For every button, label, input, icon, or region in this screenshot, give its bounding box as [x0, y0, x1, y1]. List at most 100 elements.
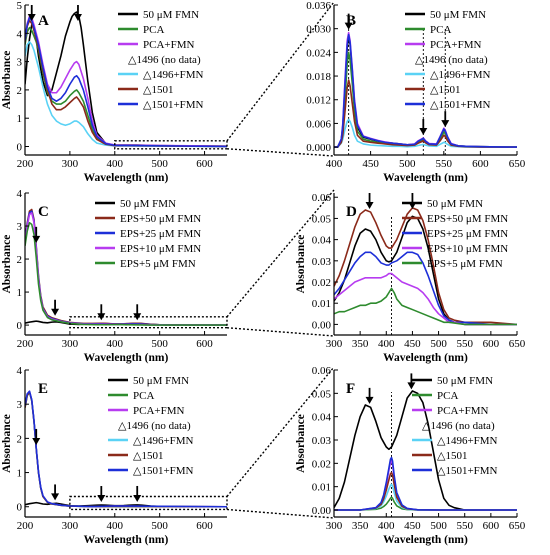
- legend: 50 μM FMN EPS+50 μM FMN EPS+25 μM FMN EPS+1…: [95, 198, 201, 270]
- legend: 50 μM FMN PCA PCA+FMN △1496 (no data) △1496+…: [405, 9, 491, 111]
- legend-label-5: △1496+FMN: [143, 69, 204, 81]
- y-tick-label-6: 5: [17, 0, 23, 12]
- x-tick-label-5: 500: [430, 520, 447, 532]
- y-tick-label-4: 0.03: [312, 435, 332, 447]
- x-tick-label-1: 300: [326, 520, 343, 532]
- arrow-1-head: [365, 396, 374, 404]
- y-tick-label-6: 0.05: [312, 213, 332, 225]
- arrow-2-head: [73, 14, 82, 21]
- x-axis-label: Wavelength (nm): [383, 172, 468, 184]
- zoom-box: [69, 316, 228, 329]
- series-line-2: [25, 26, 227, 148]
- y-tick-label-1: 0.00: [312, 505, 332, 517]
- legend-label-4: △1496 (no data): [415, 54, 488, 66]
- y-axis-label: Absorbance: [1, 51, 13, 110]
- legend-label-3: PCA+FMN: [133, 405, 185, 417]
- arrow-3-head: [441, 120, 450, 128]
- y-tick-label-5: 0.024: [306, 47, 331, 59]
- y-tick-label-2: 0.006: [306, 118, 331, 130]
- x-axis-label: Wavelength (nm): [84, 172, 169, 184]
- y-tick-label-7: 0.06: [312, 365, 332, 377]
- y-tick-label-7: 0.036: [306, 0, 331, 12]
- panel-letter: A: [38, 13, 49, 29]
- legend-label-5: △1496+FMN: [437, 435, 498, 447]
- legend: 50 μM FMN PCA PCA+FMN △1496 (no data) △1496+…: [108, 375, 194, 477]
- x-tick-label-4: 500: [151, 338, 168, 350]
- legend-label-3: EPS+25 μM FMN: [427, 228, 508, 240]
- arrow-1-head: [365, 202, 374, 209]
- x-tick-label-5: 600: [196, 158, 213, 170]
- panel-letter: C: [38, 204, 49, 220]
- legend-label-3: PCA+FMN: [437, 405, 489, 417]
- legend-label-7: △1501+FMN: [133, 465, 194, 477]
- panel-letter: E: [38, 381, 48, 397]
- zoom-box: [69, 495, 228, 511]
- legend-label-1: 50 μM FMN: [430, 9, 486, 21]
- legend-label-2: PCA: [430, 24, 451, 36]
- legend-label-5: EPS+5 μM FMN: [427, 258, 503, 270]
- x-tick-label-5: 600: [196, 338, 213, 350]
- x-tick-label-2: 350: [352, 338, 369, 350]
- x-tick-label-6: 550: [456, 338, 473, 350]
- arrow-2-head: [51, 493, 60, 501]
- series-line-4: [334, 483, 517, 511]
- legend-label-4: △1496 (no data): [128, 54, 201, 66]
- y-tick-label-1: 0: [17, 142, 23, 154]
- x-tick-label-3: 400: [107, 520, 124, 532]
- x-tick-label-2: 350: [352, 520, 369, 532]
- arrow-4-head: [133, 313, 142, 321]
- x-tick-label-3: 400: [107, 158, 124, 170]
- x-tick-label-6: 650: [509, 158, 526, 170]
- series-line-5: [334, 79, 517, 148]
- x-axis-label: Wavelength (nm): [383, 534, 468, 546]
- y-tick-label-4: 0.03: [312, 256, 332, 268]
- x-tick-label-4: 450: [404, 338, 421, 350]
- series-line-5: [334, 287, 517, 326]
- y-tick-label-5: 4: [17, 365, 23, 377]
- legend-label-7: △1501+FMN: [143, 99, 204, 111]
- x-tick-label-7: 600: [483, 520, 500, 532]
- series-line-4: [334, 118, 517, 148]
- x-tick-label-1: 200: [17, 338, 34, 350]
- panel-b: 400 450 500 550 600 650 0.000 0.006 0.012 0.018 0.…: [306, 0, 526, 184]
- y-tick-label-4: 3: [17, 399, 23, 411]
- x-tick-label-4: 500: [151, 520, 168, 532]
- series-line-5: [334, 471, 517, 511]
- series-group: [334, 207, 517, 326]
- x-tick-label-5: 600: [196, 520, 213, 532]
- x-tick-label-1: 200: [17, 158, 34, 170]
- arrow-2-head: [51, 308, 60, 316]
- x-tick-label-7: 600: [483, 338, 500, 350]
- series-line-1: [334, 390, 517, 511]
- series-line-1: [334, 215, 517, 326]
- legend-label-4: EPS+10 μM FMN: [120, 243, 201, 255]
- y-tick-label-3: 2: [17, 85, 23, 97]
- y-tick-label-1: 0: [17, 320, 23, 332]
- connector-bottom-2: [226, 327, 335, 337]
- x-tick-label-1: 400: [326, 158, 343, 170]
- legend-label-4: EPS+10 μM FMN: [427, 243, 508, 255]
- series-line-3: [334, 251, 517, 326]
- y-tick-label-7: 0.06: [312, 192, 332, 204]
- legend: 50 μM FMN EPS+50 μM FMN EPS+25 μM FMN EPS+1…: [402, 198, 508, 270]
- legend-label-2: EPS+50 μM FMN: [120, 213, 201, 225]
- x-tick-label-3: 400: [378, 520, 395, 532]
- y-axis-label: Absorbance: [1, 414, 13, 473]
- legend-label-1: 50 μM FMN: [437, 375, 493, 387]
- series-line-4: [334, 272, 517, 326]
- arrow-1-head: [344, 22, 353, 30]
- panel-f: 300 350 400 450 500 550 600 650 0.00 0.01 0.02 0.03…: [295, 365, 526, 546]
- connector-bottom-1: [226, 148, 335, 157]
- legend-label-5: EPS+5 μM FMN: [120, 258, 196, 270]
- x-axis-label: Wavelength (nm): [84, 352, 169, 364]
- y-tick-label-3: 2: [17, 254, 23, 266]
- y-tick-label-5: 4: [17, 188, 23, 200]
- y-tick-label-6: 0.030: [306, 24, 331, 36]
- series-line-6: [25, 390, 227, 508]
- series-line-2: [334, 207, 517, 326]
- y-tick-label-2: 0.01: [312, 298, 331, 310]
- zoom-box: [114, 140, 228, 150]
- connector-top-3: [226, 366, 335, 497]
- legend-label-3: PCA+FMN: [143, 39, 195, 51]
